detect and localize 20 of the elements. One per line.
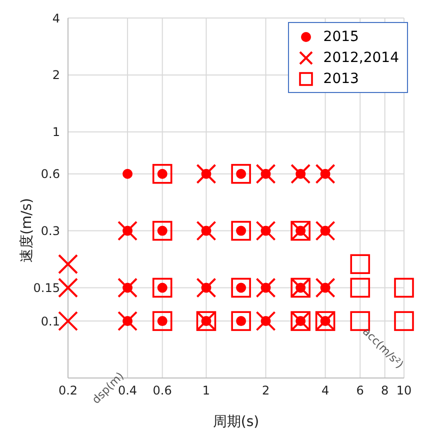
x-tick-label: 2 xyxy=(262,384,270,398)
y-tick-label: 0.3 xyxy=(40,224,60,238)
legend-label: 2013 xyxy=(323,70,359,86)
y-tick-label: 2 xyxy=(52,68,60,82)
x-tick-label: 0.6 xyxy=(152,384,172,398)
x-tick-label: 1 xyxy=(202,384,210,398)
legend-label: 2012,2014 xyxy=(323,50,399,66)
x-tick-label: 4 xyxy=(321,384,330,398)
legend-label: 2015 xyxy=(323,28,359,44)
y-tick-label: 0.6 xyxy=(40,167,60,182)
x-axis-title: 周期(s) xyxy=(212,414,260,430)
x-tick-label: 0.2 xyxy=(58,384,78,398)
y-tick-label: 0.1 xyxy=(40,314,60,328)
x-tick-label: 6 xyxy=(356,384,364,398)
y-tick-label: 4 xyxy=(52,11,60,26)
y-axis-title: 速度(m/s) xyxy=(18,198,35,263)
x-tick-label: 10 xyxy=(396,384,412,398)
x-tick-label: 8 xyxy=(381,384,389,398)
y-tick-label: 0.15 xyxy=(33,281,60,296)
y-tick-label: 1 xyxy=(52,125,60,140)
